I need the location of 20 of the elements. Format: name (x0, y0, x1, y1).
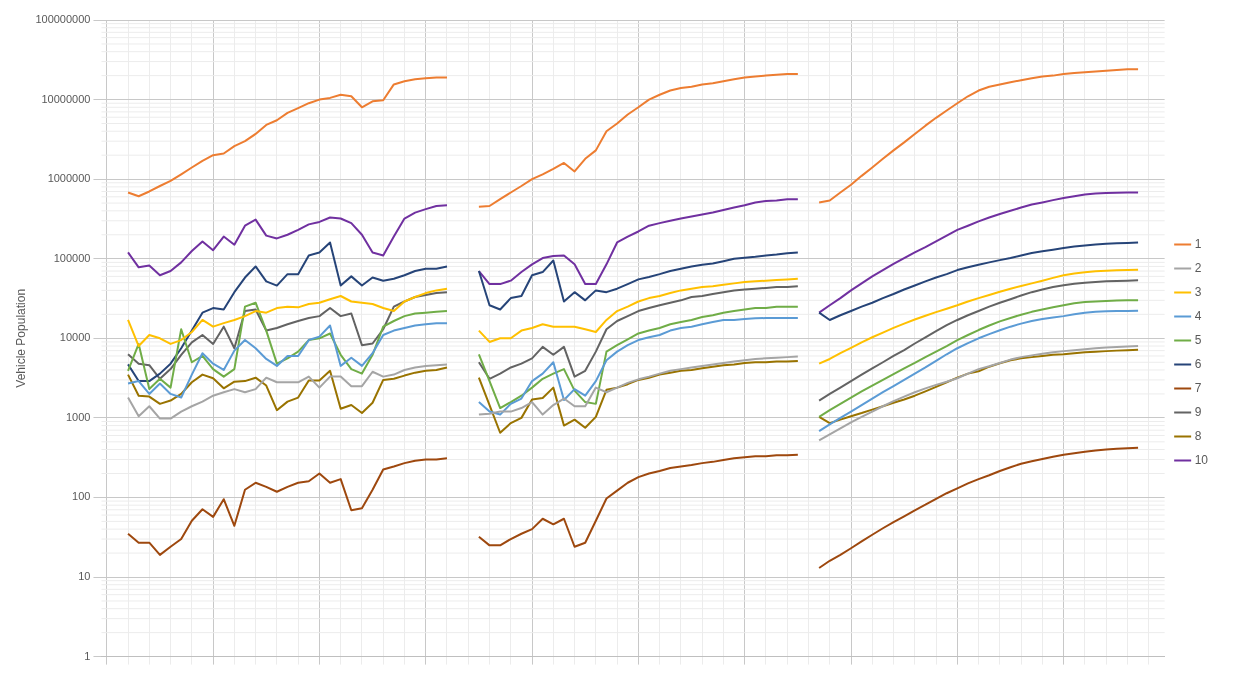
y-tick-label: 10000000 (41, 92, 91, 105)
y-tick-label: 1000000 (47, 172, 91, 185)
legend-label: 2 (1194, 260, 1202, 275)
legend-label: 1 (1194, 236, 1202, 251)
legend-label: 10 (1194, 452, 1209, 467)
y-tick-label: 1 (84, 649, 91, 662)
legend-label: 3 (1194, 284, 1202, 299)
y-tick-label: 100 (72, 490, 91, 503)
legend-label: 4 (1194, 308, 1202, 323)
y-tick-label: 1000 (65, 410, 91, 423)
legend-label: 7 (1194, 380, 1202, 395)
legend-label: 8 (1194, 428, 1202, 443)
legend-label: 6 (1194, 356, 1202, 371)
y-axis-title: Vehicle Population (13, 288, 28, 388)
legend-label: 5 (1194, 332, 1202, 347)
y-tick-label: 10 (78, 570, 91, 583)
y-tick-label: 100000 (53, 251, 91, 264)
y-tick-label: 100000000 (35, 13, 91, 26)
y-tick-label: 10000 (59, 331, 91, 344)
legend-label: 9 (1194, 404, 1202, 419)
